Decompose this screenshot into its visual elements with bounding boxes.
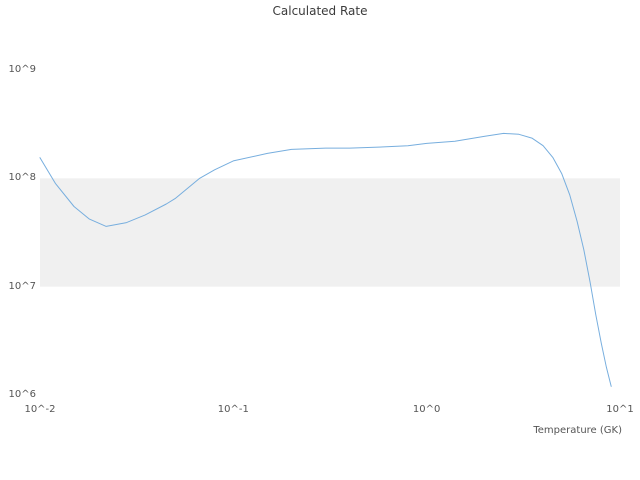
y-tick-label-1e6: 10^6	[8, 389, 36, 400]
y-tick-label-1e8: 10^8	[8, 172, 36, 184]
highlight-band	[40, 178, 620, 287]
chart-title: Calculated Rate	[272, 4, 368, 18]
y-tick-label-1e9: 10^9	[8, 64, 36, 75]
x-axis-label: Temperature (GK)	[533, 425, 622, 436]
x-tick-label-1e-2: 10^-2	[24, 404, 56, 415]
x-tick-label-1e1: 10^1	[606, 404, 634, 415]
rate-line-series	[39, 132, 612, 387]
x-tick-label-1e0: 10^0	[412, 404, 441, 415]
y-tick-label-1e7: 10^7	[8, 280, 36, 292]
x-tick-label-1e-1: 10^-1	[217, 404, 249, 415]
